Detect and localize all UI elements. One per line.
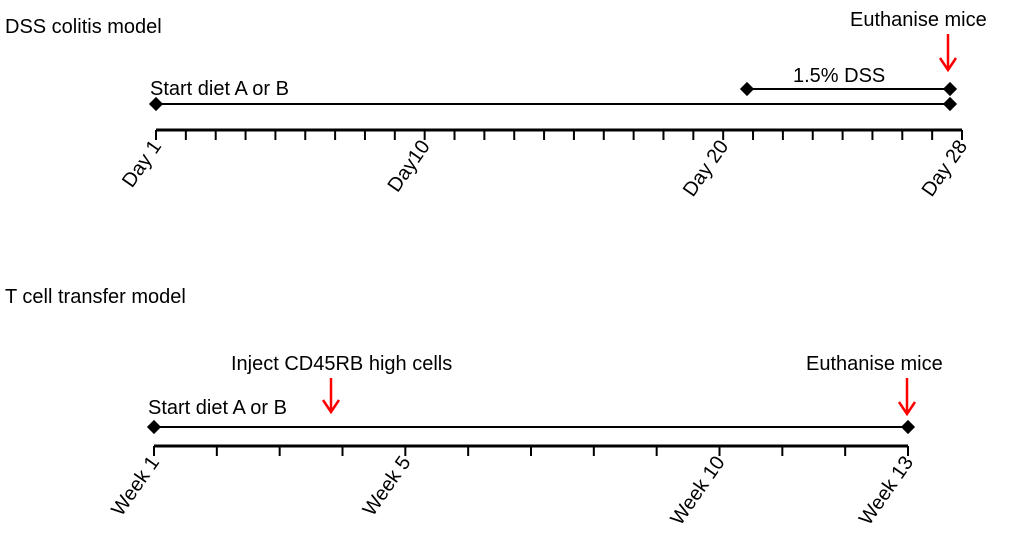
dss-dss-label: 1.5% DSS: [793, 65, 885, 87]
dss-euthanise-arrow: [938, 34, 958, 73]
tcell-end-marker: [900, 419, 916, 435]
tcell-start-label: Start diet A or B: [148, 397, 287, 419]
dss-euthanise-label: Euthanise mice: [850, 9, 987, 31]
dss-treatment-end-marker: [942, 81, 958, 97]
tcell-title: T cell transfer model: [5, 286, 186, 308]
dss-day-axis: Day 1 Day10 Day 20 Day 28: [118, 128, 972, 201]
dss-start-label: Start diet A or B: [150, 78, 289, 100]
tcell-week-axis: Week 1 Week 5 Week 10 Week 13: [107, 444, 918, 529]
dss-treatment-start-marker: [739, 81, 755, 97]
dss-end-marker: [942, 96, 958, 112]
tcell-inject-arrow: [321, 378, 341, 415]
dss-tick-label: Day 28: [918, 136, 972, 201]
tcell-tick-label: Week 1: [107, 452, 164, 520]
dss-tick-label: Day 1: [118, 136, 166, 191]
dss-tick-label: Day10: [384, 136, 435, 196]
dss-tick-label: Day 20: [679, 136, 733, 201]
tcell-euthanise-arrow: [897, 378, 917, 417]
tcell-euthanise-label: Euthanise mice: [806, 353, 943, 375]
tcell-start-marker: [146, 419, 162, 435]
tcell-tick-label: Week 10: [667, 452, 730, 529]
tcell-inject-label: Inject CD45RB high cells: [231, 353, 452, 375]
tcell-tick-label: Week 13: [855, 452, 918, 529]
dss-title: DSS colitis model: [5, 16, 162, 38]
tcell-tick-label: Week 5: [359, 452, 416, 520]
